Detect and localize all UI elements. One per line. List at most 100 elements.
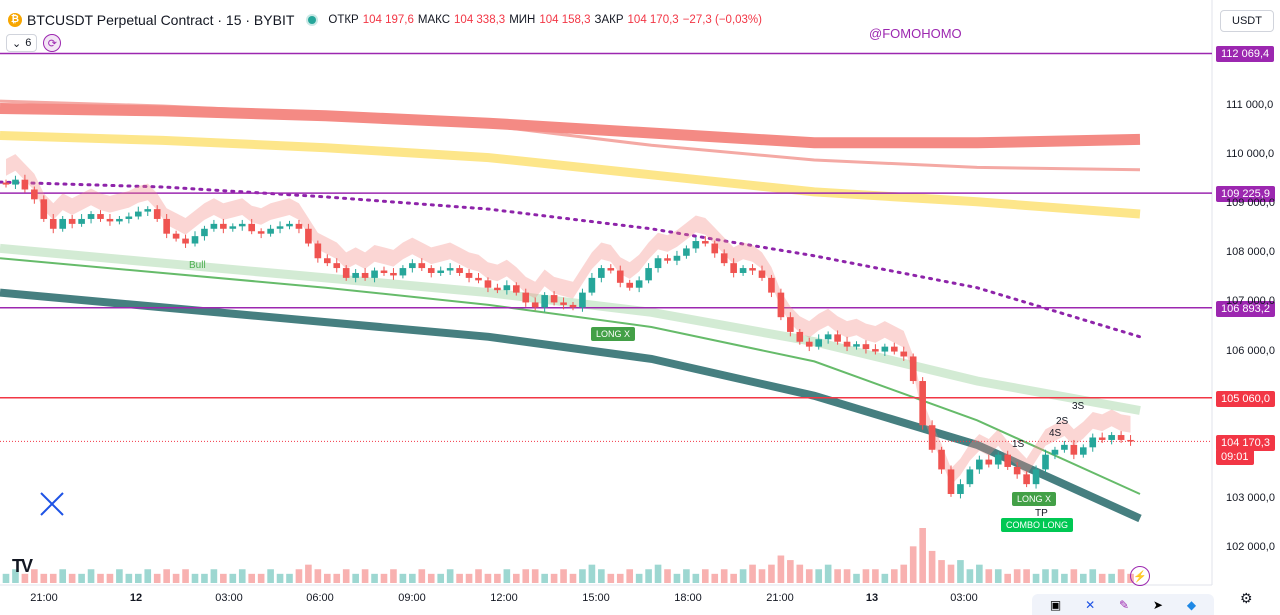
candle[interactable] <box>418 263 426 269</box>
candle[interactable] <box>314 243 322 259</box>
candle[interactable] <box>928 425 936 450</box>
candle[interactable] <box>465 272 473 278</box>
candle[interactable] <box>938 449 945 470</box>
candle[interactable] <box>1079 447 1087 455</box>
close-icon[interactable] <box>38 490 66 523</box>
candle[interactable] <box>579 292 586 308</box>
candle[interactable] <box>172 233 180 239</box>
candle[interactable] <box>947 469 955 494</box>
candle[interactable] <box>1061 444 1068 450</box>
candle[interactable] <box>21 179 29 190</box>
long-x-signal-2[interactable]: LONG X <box>1012 492 1057 506</box>
candle[interactable] <box>815 339 823 347</box>
pen-icon[interactable]: ✎ <box>1119 597 1130 612</box>
candle[interactable] <box>191 236 199 244</box>
candle[interactable] <box>862 344 870 350</box>
candle[interactable] <box>711 243 719 254</box>
candle[interactable] <box>588 277 596 293</box>
candle[interactable] <box>1051 449 1059 455</box>
candle[interactable] <box>881 346 889 352</box>
lightning-icon[interactable]: ⚡ <box>1130 566 1150 586</box>
candle[interactable] <box>1108 435 1115 440</box>
refresh-icon[interactable]: ⟳ <box>43 34 62 52</box>
candle[interactable] <box>645 268 652 281</box>
candle[interactable] <box>730 263 737 273</box>
candle[interactable] <box>106 218 114 222</box>
candle[interactable] <box>1070 444 1078 455</box>
candle[interactable] <box>957 484 964 494</box>
candle[interactable] <box>541 295 548 308</box>
candle[interactable] <box>40 199 48 219</box>
candle[interactable] <box>768 277 775 293</box>
candle[interactable] <box>427 268 435 273</box>
candle[interactable] <box>201 228 208 237</box>
candle[interactable] <box>607 268 615 271</box>
candle[interactable] <box>654 258 662 269</box>
candle[interactable] <box>1098 437 1106 440</box>
candle[interactable] <box>2 182 10 185</box>
candle[interactable] <box>635 280 643 288</box>
long-x-signal-1[interactable]: LONG X <box>591 327 636 341</box>
candle[interactable] <box>371 270 378 278</box>
candle[interactable] <box>78 218 85 224</box>
candle[interactable] <box>531 302 539 308</box>
candle[interactable] <box>569 304 577 308</box>
candle[interactable] <box>153 209 161 219</box>
candle[interactable] <box>361 272 369 278</box>
send-icon[interactable]: ➤ <box>1152 597 1163 612</box>
candle[interactable] <box>494 287 501 291</box>
candle[interactable] <box>909 356 917 382</box>
candle[interactable] <box>664 258 671 261</box>
candle[interactable] <box>248 223 256 232</box>
candle[interactable] <box>116 218 123 222</box>
candle[interactable] <box>834 334 841 342</box>
candle[interactable] <box>787 317 794 332</box>
candle[interactable] <box>598 268 605 278</box>
combo-long-signal[interactable]: COMBO LONG <box>1001 518 1074 532</box>
candle[interactable] <box>824 334 832 340</box>
candle[interactable] <box>1089 437 1097 448</box>
candle[interactable] <box>1004 454 1012 467</box>
candle[interactable] <box>210 223 218 229</box>
candle[interactable] <box>49 218 57 229</box>
candle[interactable] <box>1042 454 1049 470</box>
candle[interactable] <box>163 218 170 234</box>
candle[interactable] <box>758 270 766 278</box>
candle[interactable] <box>352 272 359 278</box>
candle[interactable] <box>739 268 747 273</box>
x-app-icon[interactable]: ✕ <box>1085 597 1096 612</box>
app-icon[interactable]: ◆ <box>1186 597 1197 612</box>
candle[interactable] <box>550 295 558 303</box>
candle[interactable] <box>342 268 350 278</box>
candle[interactable] <box>12 179 19 185</box>
candle[interactable] <box>380 270 388 273</box>
candle[interactable] <box>1117 435 1125 440</box>
candle[interactable] <box>305 228 312 244</box>
candle[interactable] <box>796 331 804 342</box>
candle[interactable] <box>512 285 520 293</box>
candle[interactable] <box>900 351 908 357</box>
candle[interactable] <box>522 292 530 303</box>
candle[interactable] <box>31 189 38 200</box>
candle[interactable] <box>673 255 681 261</box>
candle[interactable] <box>276 226 284 229</box>
candle[interactable] <box>475 277 482 281</box>
candle[interactable] <box>134 211 142 217</box>
candle[interactable] <box>437 270 445 273</box>
candle[interactable] <box>853 344 860 347</box>
candle[interactable] <box>399 268 407 276</box>
candle[interactable] <box>59 218 67 229</box>
candle[interactable] <box>805 341 813 347</box>
symbol-title[interactable]: BTCUSDT Perpetual Contract · 15 · BYBIT <box>27 12 295 28</box>
currency-select[interactable]: USDT <box>1220 10 1274 32</box>
symbol-header[interactable]: ₿ BTCUSDT Perpetual Contract · 15 · BYBI… <box>8 10 766 30</box>
candle[interactable] <box>626 282 634 288</box>
candle[interactable] <box>1013 466 1021 475</box>
candle[interactable] <box>843 341 851 347</box>
candle[interactable] <box>749 268 756 271</box>
candle[interactable] <box>777 292 785 318</box>
candle[interactable] <box>692 241 700 249</box>
candle[interactable] <box>985 459 993 465</box>
candle[interactable] <box>323 258 331 264</box>
